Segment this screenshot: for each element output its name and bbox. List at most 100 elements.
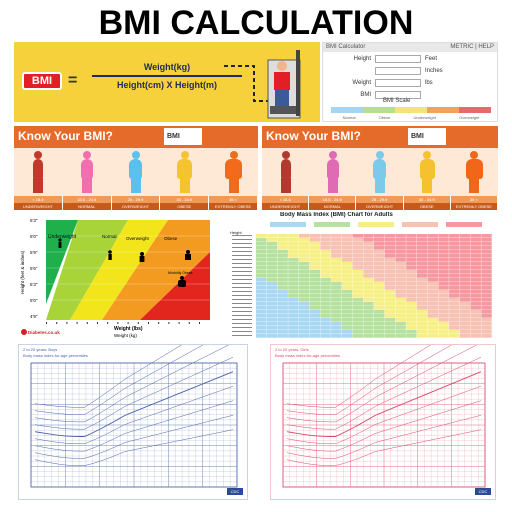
table-cell xyxy=(256,274,267,278)
table-cell xyxy=(384,254,396,258)
table-cell xyxy=(384,306,396,310)
brand-logo: Diabetes.co.uk xyxy=(28,330,60,335)
table-cell xyxy=(481,258,492,262)
bmi-scale-legend: Normal Obese Underweight Overweight xyxy=(331,115,491,120)
table-cell xyxy=(470,254,481,258)
percentile-curve xyxy=(34,345,229,423)
table-cell xyxy=(459,254,471,258)
table-cell xyxy=(266,234,278,238)
height-inches-row: Inches xyxy=(323,66,497,76)
table-cell xyxy=(363,318,374,322)
table-cell xyxy=(309,282,321,286)
table-cell xyxy=(341,298,353,302)
table-cell xyxy=(438,254,449,258)
table-cell xyxy=(320,318,331,322)
table-cell xyxy=(416,302,428,306)
table-cell xyxy=(384,274,396,278)
table-cell xyxy=(256,290,267,294)
table-cell xyxy=(438,330,449,334)
table-cell xyxy=(470,290,481,294)
table-cell xyxy=(416,322,428,326)
table-cell xyxy=(266,258,278,262)
table-cell xyxy=(266,294,278,298)
table-cell xyxy=(481,282,492,286)
height-weight-bmi-chart: Underweight Normal Overweight Obese Morb… xyxy=(18,212,228,340)
row-label xyxy=(232,283,252,284)
table-cell xyxy=(363,306,374,310)
table-cell xyxy=(481,318,492,322)
table-cell xyxy=(309,278,321,282)
row-label xyxy=(232,331,252,332)
table-cell xyxy=(438,282,449,286)
table-cell xyxy=(481,266,492,270)
table-cell xyxy=(470,326,481,330)
table-cell xyxy=(277,334,288,338)
table-cell xyxy=(395,330,406,334)
table-cell xyxy=(427,262,439,266)
weight-input[interactable] xyxy=(375,79,421,87)
table-cell xyxy=(298,314,310,318)
table-cell xyxy=(277,306,288,310)
table-cell xyxy=(298,242,310,246)
percentile-curve xyxy=(34,429,234,466)
table-cell xyxy=(374,262,385,266)
table-cell xyxy=(298,238,310,242)
equals-sign: = xyxy=(68,72,78,89)
table-cell xyxy=(395,294,406,298)
table-cell xyxy=(406,254,417,258)
table-cell xyxy=(352,242,363,246)
body-figure xyxy=(127,151,145,193)
table-cell xyxy=(352,322,363,326)
table-cell xyxy=(416,258,428,262)
growth-title: 2 to 20 years: Girls xyxy=(275,347,309,352)
table-cell xyxy=(395,250,406,254)
growth-subtitle: Body mass index-for-age percentiles xyxy=(275,353,340,358)
growth-chart-boys: 2 to 20 years: Boys Body mass index-for-… xyxy=(18,344,248,500)
table-cell xyxy=(256,286,267,290)
table-cell xyxy=(459,286,471,290)
bmi-range: 30 - 34.9 xyxy=(160,196,209,203)
table-cell xyxy=(374,322,385,326)
x-tick xyxy=(199,322,200,324)
table-cell xyxy=(449,282,460,286)
table-cell xyxy=(320,282,331,286)
table-cell xyxy=(320,322,331,326)
row-label xyxy=(232,323,252,324)
table-cell xyxy=(384,262,396,266)
table-cell xyxy=(288,314,299,318)
table-cell xyxy=(288,306,299,310)
table-cell xyxy=(298,326,310,330)
table-cell xyxy=(449,330,460,334)
table-cell xyxy=(352,258,363,262)
calculator-modes[interactable]: METRIC | HELP xyxy=(450,44,494,50)
table-cell xyxy=(395,326,406,330)
table-cell xyxy=(384,286,396,290)
table-cell xyxy=(256,234,267,238)
table-cell xyxy=(288,318,299,322)
table-cell xyxy=(298,306,310,310)
table-cell xyxy=(298,266,310,270)
row-label xyxy=(232,291,252,292)
table-cell xyxy=(384,278,396,282)
table-cell xyxy=(256,282,267,286)
bmi-category-name: OVERWEIGHT xyxy=(111,203,160,210)
table-cell xyxy=(406,318,417,322)
percentile-curve xyxy=(286,345,452,415)
table-cell xyxy=(384,258,396,262)
table-cell xyxy=(309,326,321,330)
y-tick-label: 6'3" xyxy=(30,218,38,223)
height-feet-input[interactable] xyxy=(375,55,421,63)
table-cell xyxy=(459,302,471,306)
height-inches-input[interactable] xyxy=(375,67,421,75)
x-tick xyxy=(158,322,160,324)
table-cell xyxy=(352,318,363,322)
x-tick xyxy=(46,322,47,324)
table-cell xyxy=(459,322,471,326)
table-cell xyxy=(266,278,278,282)
table-cell xyxy=(416,254,428,258)
table-cell xyxy=(309,238,321,242)
table-cell xyxy=(481,254,492,258)
table-cell xyxy=(384,326,396,330)
table-cell xyxy=(427,246,439,250)
table-cell xyxy=(374,302,385,306)
